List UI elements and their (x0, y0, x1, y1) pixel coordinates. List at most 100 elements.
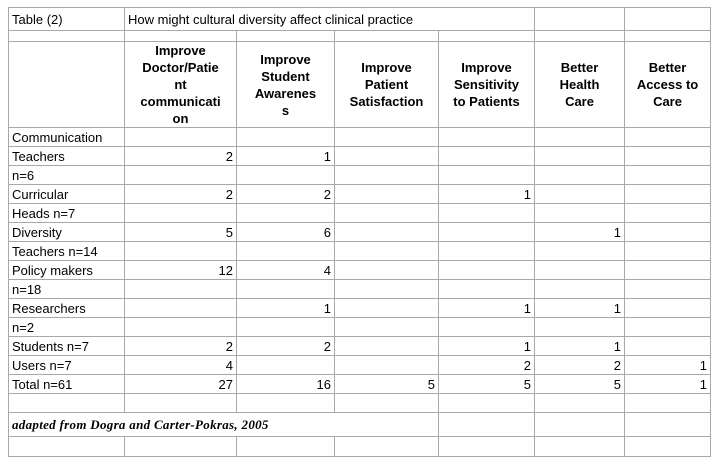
row-label: n=2 (8, 317, 125, 337)
empty-cell (437, 436, 536, 457)
data-cell (534, 317, 626, 337)
data-cell: 2 (534, 355, 626, 375)
table-row-researchers: Researchers 1 1 1 (8, 298, 712, 318)
empty-cell (624, 7, 712, 31)
empty-cell (8, 30, 125, 42)
data-cell (334, 279, 439, 299)
column-header-sensitivity-to-patients: Improve Sensitivity to Patients (437, 41, 536, 128)
data-cell (334, 241, 439, 261)
diversity-impact-table: Table (2) How might cultural diversity a… (8, 7, 712, 457)
data-cell (534, 279, 626, 299)
row-label: Teachers n=14 (8, 241, 125, 261)
data-cell: 2 (236, 184, 335, 204)
table-title-cell: How might cultural diversity affect clin… (123, 7, 536, 31)
empty-cell (334, 393, 439, 413)
data-cell: 27 (124, 374, 237, 394)
data-cell (334, 298, 439, 318)
bottom-empty-row (8, 436, 712, 457)
empty-cell (334, 30, 439, 42)
data-cell: 1 (624, 374, 712, 394)
row-label: Curricular (8, 184, 125, 204)
data-cell (124, 127, 237, 147)
data-cell: 6 (236, 222, 335, 242)
footer-row: adapted from Dogra and Carter-Pokras, 20… (8, 412, 712, 437)
empty-cell (534, 7, 626, 31)
data-cell: 1 (534, 298, 626, 318)
data-cell: 2 (437, 355, 536, 375)
data-cell (437, 317, 536, 337)
data-cell (236, 165, 335, 185)
table-row-communication: Communication (8, 127, 712, 147)
row-label: n=18 (8, 279, 125, 299)
table-row-diversity: Diversity 5 6 1 (8, 222, 712, 242)
data-cell: 1 (437, 298, 536, 318)
data-cell (334, 355, 439, 375)
column-header-doctor-patient-communication: Improve Doctor/Patie nt communicati on (124, 41, 237, 128)
empty-cell (236, 393, 335, 413)
empty-cell (534, 412, 626, 437)
column-header-better-health-care: Better Health Care (534, 41, 626, 128)
data-cell (624, 165, 712, 185)
empty-cell (437, 393, 536, 413)
data-cell (236, 127, 335, 147)
table-row-curricular: Curricular 2 2 1 (8, 184, 712, 204)
data-cell: 1 (534, 336, 626, 356)
data-cell: 12 (124, 260, 237, 280)
empty-cell (624, 436, 712, 457)
data-cell (334, 203, 439, 223)
data-cell (624, 317, 712, 337)
data-cell (334, 165, 439, 185)
data-cell (437, 222, 536, 242)
data-cell (534, 127, 626, 147)
caption-row: Table (2) How might cultural diversity a… (8, 7, 712, 31)
data-cell: 1 (534, 222, 626, 242)
data-cell (437, 146, 536, 166)
empty-cell (624, 30, 712, 42)
empty-cell (236, 30, 335, 42)
data-cell (334, 222, 439, 242)
data-cell: 2 (124, 146, 237, 166)
data-cell (124, 317, 237, 337)
empty-cell (624, 412, 712, 437)
empty-cell (8, 393, 125, 413)
row-label: Policy makers (8, 260, 125, 280)
data-cell (334, 146, 439, 166)
data-cell (624, 184, 712, 204)
empty-cell (124, 393, 237, 413)
table-figure: Table (2) How might cultural diversity a… (8, 7, 712, 457)
empty-cell (8, 436, 125, 457)
table-row-students-n7: Students n=7 2 2 1 1 (8, 336, 712, 356)
data-cell (334, 336, 439, 356)
header-row: Improve Doctor/Patie nt communicati on I… (8, 41, 712, 128)
table-row-teachers-n14: Teachers n=14 (8, 241, 712, 261)
data-cell: 16 (236, 374, 335, 394)
table-row-teachers: Teachers 2 1 (8, 146, 712, 166)
data-cell (124, 241, 237, 261)
data-cell: 5 (124, 222, 237, 242)
data-cell (437, 203, 536, 223)
empty-cell (124, 30, 237, 42)
data-cell (534, 146, 626, 166)
empty-cell (534, 393, 626, 413)
empty-cell (334, 436, 439, 457)
row-label: Users n=7 (8, 355, 125, 375)
column-header-student-awareness: Improve Student Awarenes s (236, 41, 335, 128)
table-row-total-n61: Total n=61 27 16 5 5 5 1 (8, 374, 712, 394)
row-label: n=6 (8, 165, 125, 185)
data-cell (624, 241, 712, 261)
row-label: Teachers (8, 146, 125, 166)
empty-cell (534, 436, 626, 457)
data-cell (624, 127, 712, 147)
table-row-n18: n=18 (8, 279, 712, 299)
spacer-row (8, 30, 712, 42)
data-cell (624, 146, 712, 166)
table-row-n6: n=6 (8, 165, 712, 185)
data-cell (124, 279, 237, 299)
data-cell (124, 203, 237, 223)
data-cell: 1 (437, 184, 536, 204)
data-cell: 1 (624, 355, 712, 375)
data-cell (437, 241, 536, 261)
data-cell (334, 317, 439, 337)
row-label: Heads n=7 (8, 203, 125, 223)
data-cell (437, 260, 536, 280)
